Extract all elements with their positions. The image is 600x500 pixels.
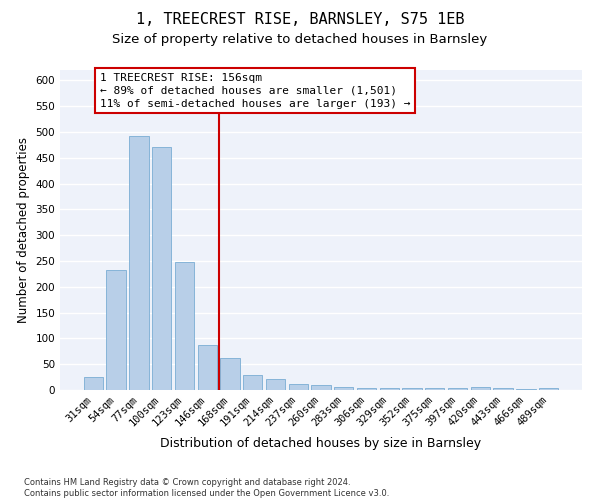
Bar xyxy=(403,388,422,390)
Bar xyxy=(539,388,558,390)
Bar xyxy=(106,270,126,390)
Bar xyxy=(152,148,172,390)
Bar xyxy=(425,388,445,390)
Bar xyxy=(357,388,376,390)
Bar xyxy=(220,358,239,390)
Text: 1, TREECREST RISE, BARNSLEY, S75 1EB: 1, TREECREST RISE, BARNSLEY, S75 1EB xyxy=(136,12,464,28)
Bar xyxy=(197,344,217,390)
Bar xyxy=(334,388,353,390)
Bar xyxy=(311,385,331,390)
Text: Contains HM Land Registry data © Crown copyright and database right 2024.
Contai: Contains HM Land Registry data © Crown c… xyxy=(24,478,389,498)
Text: 1 TREECREST RISE: 156sqm
← 89% of detached houses are smaller (1,501)
11% of sem: 1 TREECREST RISE: 156sqm ← 89% of detach… xyxy=(100,72,410,109)
Bar xyxy=(175,262,194,390)
Text: Size of property relative to detached houses in Barnsley: Size of property relative to detached ho… xyxy=(112,32,488,46)
X-axis label: Distribution of detached houses by size in Barnsley: Distribution of detached houses by size … xyxy=(160,437,482,450)
Bar xyxy=(493,388,513,390)
Bar xyxy=(380,388,399,390)
Bar xyxy=(266,379,285,390)
Bar xyxy=(448,388,467,390)
Bar xyxy=(289,384,308,390)
Bar xyxy=(129,136,149,390)
Bar xyxy=(470,388,490,390)
Bar xyxy=(84,377,103,390)
Bar xyxy=(243,374,262,390)
Y-axis label: Number of detached properties: Number of detached properties xyxy=(17,137,30,323)
